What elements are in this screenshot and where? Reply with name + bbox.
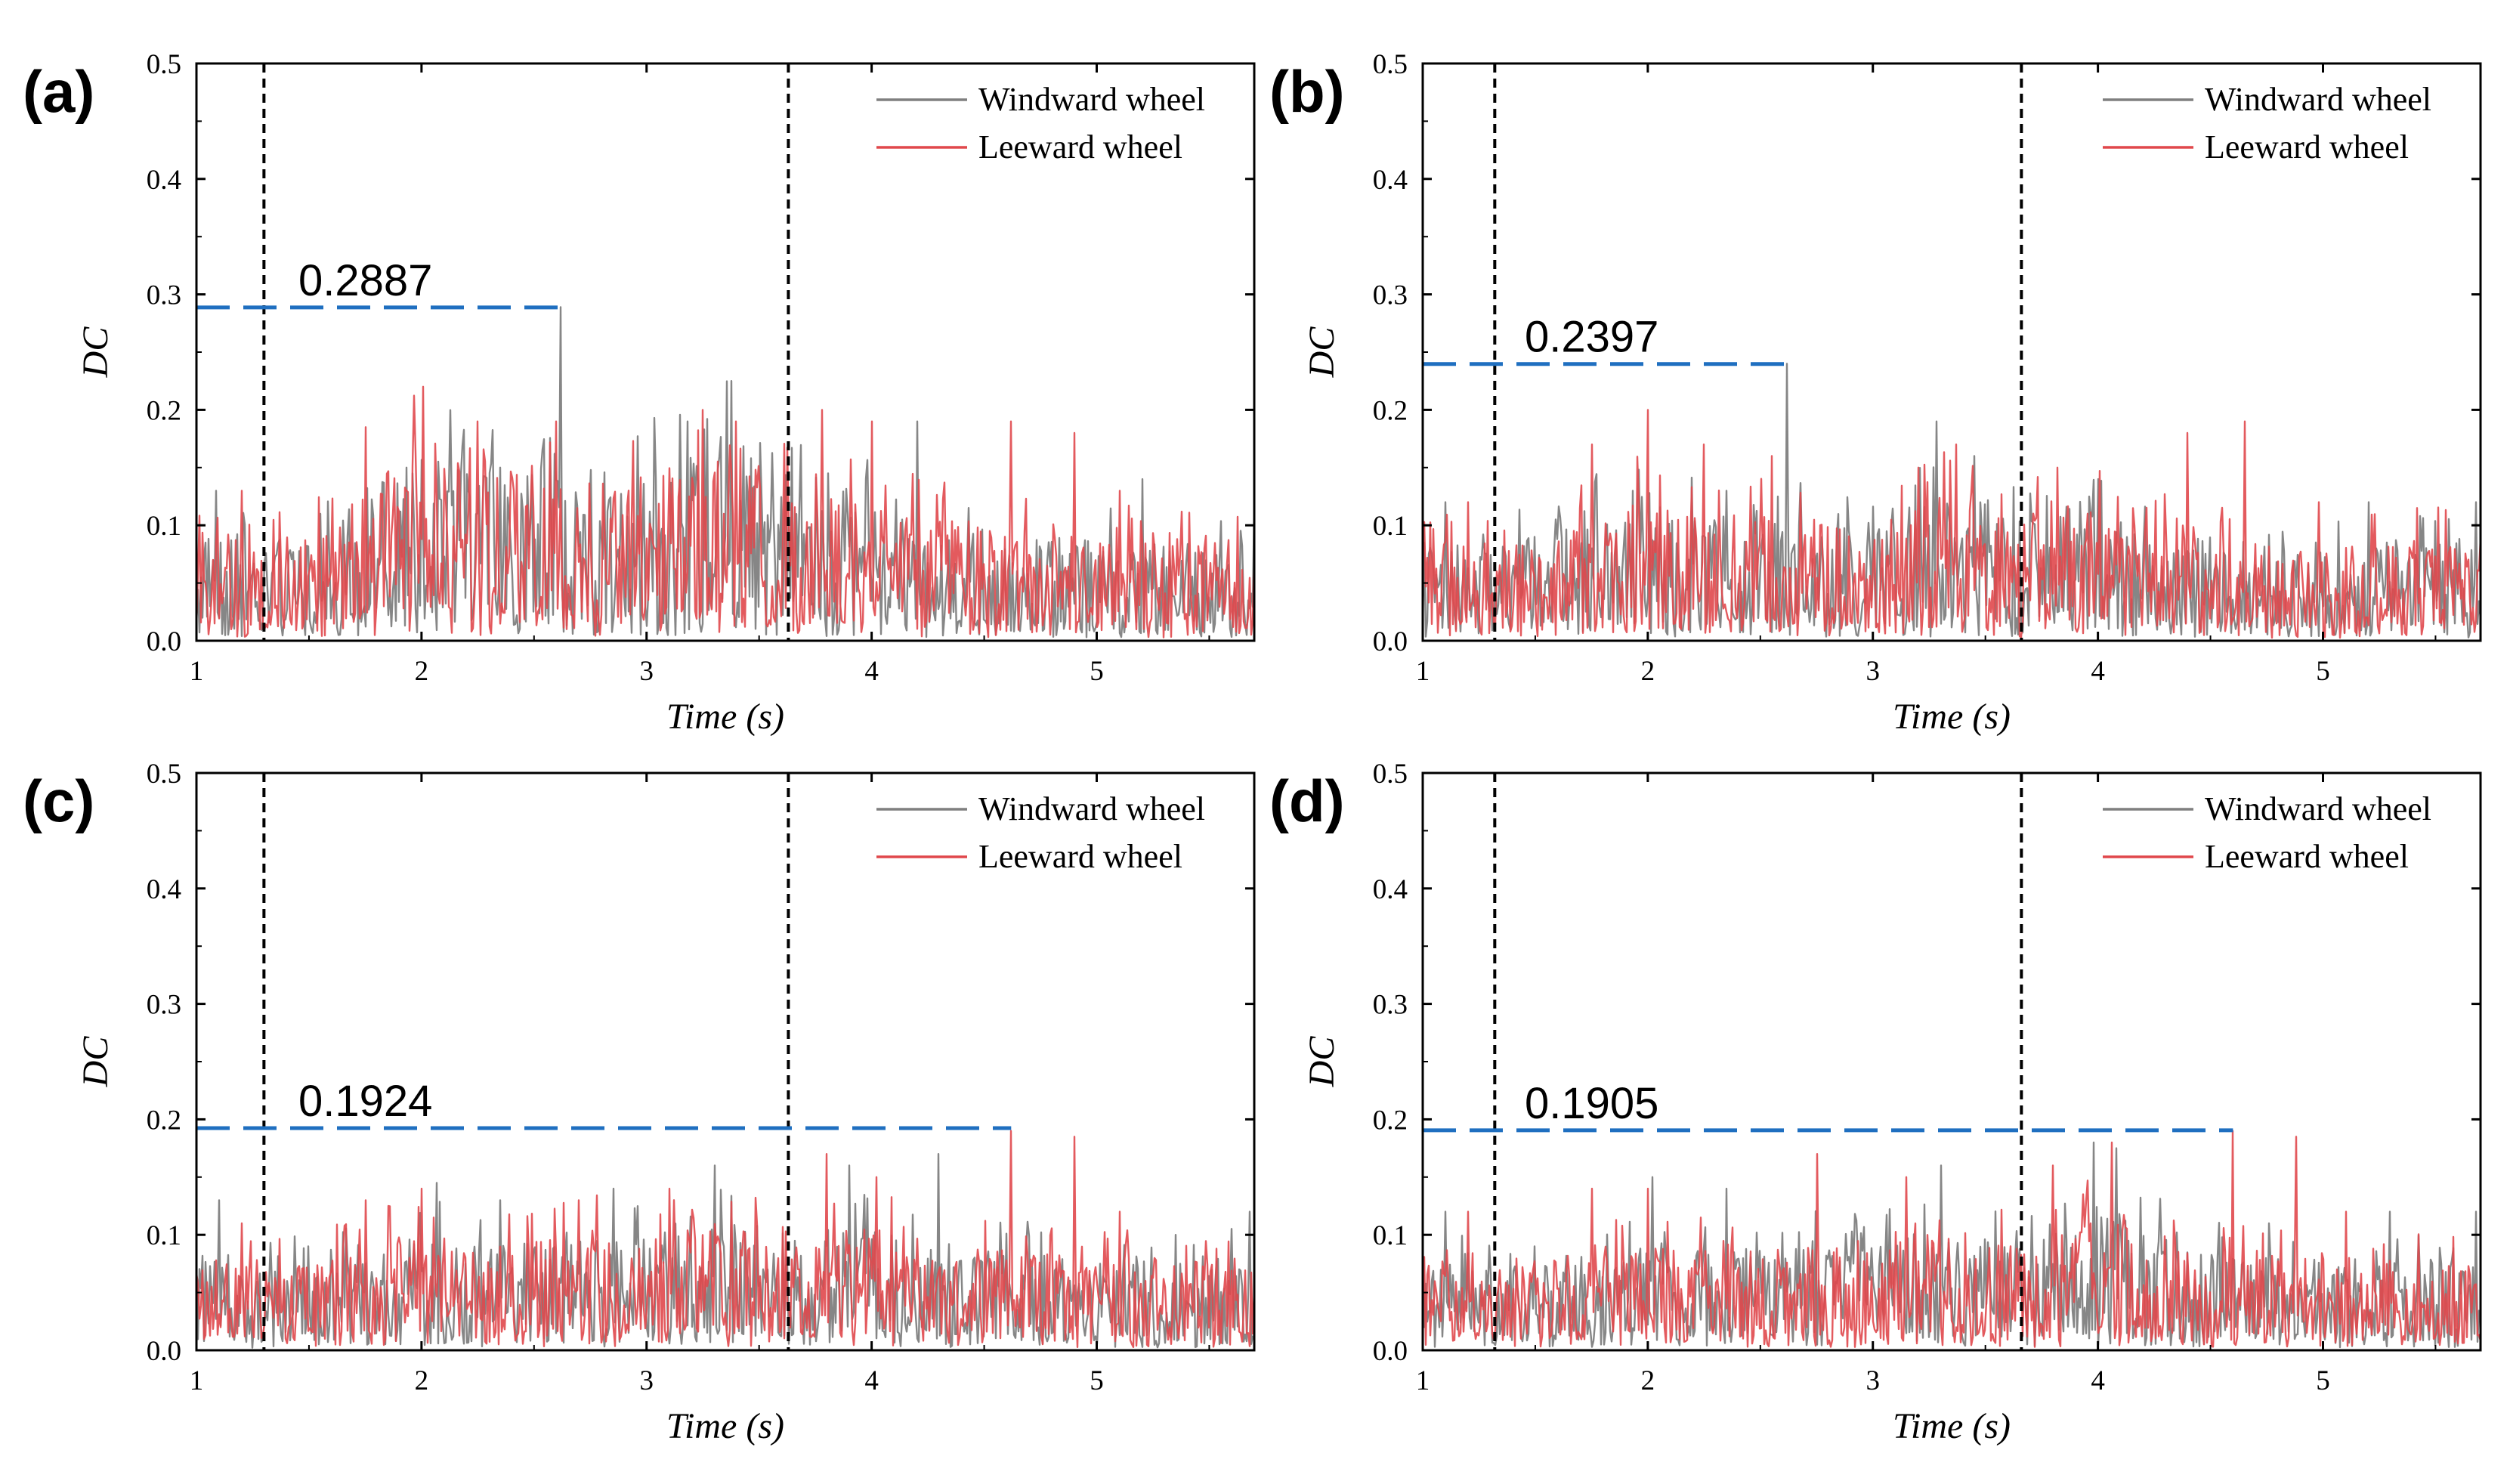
y-tick-label: 0.5 [147,759,181,790]
y-tick-label: 0.3 [147,990,181,1021]
x-tick-label: 4 [2091,1365,2105,1396]
peak-value-label: 0.2887 [298,256,432,305]
x-tick-label: 4 [864,656,879,687]
x-tick-label: 2 [1641,656,1655,687]
leeward-series-line [1423,1130,2481,1348]
x-tick-label: 3 [639,656,654,687]
y-tick-label: 0.3 [1373,990,1408,1021]
x-tick-label: 3 [639,1365,654,1396]
x-tick-label: 4 [2091,656,2105,687]
leeward-series-line [196,1130,1254,1348]
y-tick-label: 0.2 [147,1105,181,1136]
legend-entry: Windward wheel [978,81,1205,118]
panel-c: 0.1924 0.0 0.1 0.2 0.3 0.4 0.5 1 2 3 4 5 Time (s) DC W… [23,759,1256,1446]
y-axis-title: DC [1302,326,1342,379]
y-tick-label: 0.5 [1373,49,1408,80]
y-axis-title: DC [76,326,116,379]
panel-label: (b) [1269,58,1345,125]
y-tick-label: 0.3 [147,280,181,311]
y-tick-label: 0.2 [147,395,181,426]
x-axis-title: Time (s) [666,1406,784,1446]
y-tick-label: 0.5 [147,49,181,80]
x-tick-label: 5 [1090,656,1104,687]
leeward-series-line [1423,409,2481,639]
x-tick-label: 1 [1416,656,1430,687]
legend-entry: Leeward wheel [2205,838,2409,875]
y-tick-label: 0.4 [1373,874,1408,905]
y-tick-label: 0.1 [1373,511,1408,542]
legend-entry: Windward wheel [978,790,1205,827]
x-tick-label: 2 [415,1365,429,1396]
leeward-series-line [196,385,1254,638]
x-tick-label: 4 [864,1365,879,1396]
x-tick-label: 1 [190,656,204,687]
windward-series-line [196,306,1254,638]
x-tick-label: 3 [1865,656,1880,687]
y-tick-label: 0.2 [1373,1105,1408,1136]
y-tick-label: 0.5 [1373,759,1408,790]
x-tick-label: 5 [2316,1365,2330,1396]
panel-a: 0.2887 0.0 0.1 0.2 0.3 0.4 0.5 1 2 3 4 5 Time (s) DC W… [23,49,1256,737]
y-tick-label: 0.4 [147,874,181,905]
y-tick-label: 0.1 [147,511,181,542]
y-tick-label: 0.0 [147,1336,181,1367]
x-tick-label: 1 [190,1365,204,1396]
panel-label: (c) [23,768,94,834]
x-axis-title: Time (s) [1893,697,2011,737]
panel-label: (a) [23,58,94,125]
peak-value-label: 0.2397 [1525,313,1658,362]
y-tick-label: 0.0 [147,626,181,657]
legend-entry: Leeward wheel [2205,128,2409,165]
legend-entry: Leeward wheel [978,128,1182,165]
panel-label: (d) [1269,768,1345,834]
y-tick-label: 0.4 [147,165,181,196]
y-tick-label: 0.3 [1373,280,1408,311]
y-tick-label: 0.4 [1373,165,1408,196]
peak-value-label: 0.1905 [1525,1079,1658,1128]
y-tick-label: 0.0 [1373,1336,1408,1367]
x-tick-label: 2 [415,656,429,687]
y-tick-label: 0.1 [147,1220,181,1251]
x-tick-label: 5 [1090,1365,1104,1396]
windward-series-line [1423,1141,2481,1349]
y-tick-label: 0.2 [1373,395,1408,426]
legend-entry: Leeward wheel [978,838,1182,875]
y-tick-label: 0.0 [1373,626,1408,657]
y-axis-title: DC [76,1036,116,1088]
panel-b: 0.2397 0.0 0.1 0.2 0.3 0.4 0.5 1 2 3 4 5 Time (s) DC W… [1269,49,2482,737]
legend-entry: Windward wheel [2205,81,2431,118]
x-axis-title: Time (s) [666,697,784,737]
y-tick-label: 0.1 [1373,1220,1408,1251]
peak-value-label: 0.1924 [298,1077,432,1126]
x-tick-label: 1 [1416,1365,1430,1396]
legend-entry: Windward wheel [2205,790,2431,827]
x-tick-label: 2 [1641,1365,1655,1396]
panel-d: 0.1905 0.0 0.1 0.2 0.3 0.4 0.5 1 2 3 4 5 Time (s) DC W… [1269,759,2482,1446]
x-tick-label: 5 [2316,656,2330,687]
y-axis-title: DC [1302,1036,1342,1088]
x-axis-title: Time (s) [1893,1406,2011,1446]
x-tick-label: 3 [1865,1365,1880,1396]
